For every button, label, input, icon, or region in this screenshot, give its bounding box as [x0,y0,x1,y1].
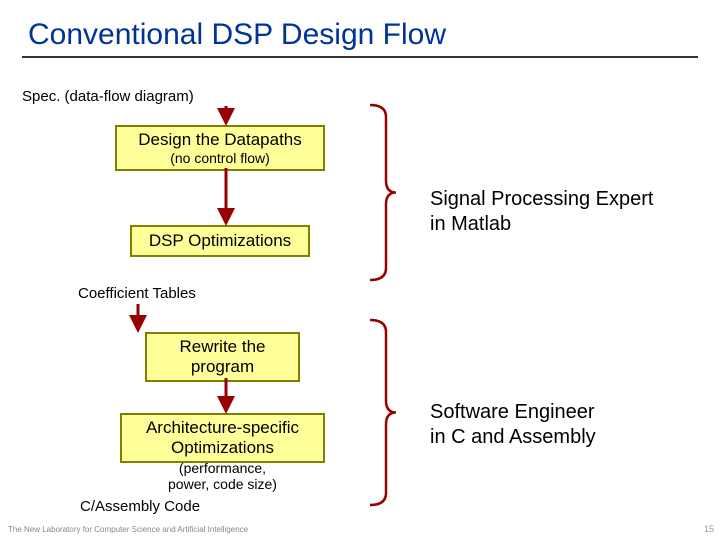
flowbox-subtitle: (no control flow) [125,150,315,166]
title-underline [22,56,698,58]
flowbox-dsp-optimizations: DSP Optimizations [130,225,310,257]
label-software-engineer: Software Engineerin C and Assembly [430,400,596,450]
flowbox-title: Design the Datapaths [125,130,315,150]
caption-c-assembly-code: C/Assembly Code [80,498,200,515]
label-signal-processing-expert: Signal Processing Expertin Matlab [430,187,653,237]
flowbox-design-datapaths: Design the Datapaths (no control flow) [115,125,325,171]
page-title: Conventional DSP Design Flow [0,0,720,56]
slide-number: 15 [704,524,714,534]
caption-performance: (performance,power, code size) [155,460,290,492]
flowbox-title: DSP Optimizations [149,231,291,251]
diagram-overlay [0,0,720,540]
footer-text: The New Laboratory for Computer Science … [8,525,248,534]
flowbox-rewrite-program: Rewrite theprogram [145,332,300,382]
flowbox-arch-specific-optimizations: Architecture-specificOptimizations [120,413,325,463]
flowbox-title: Architecture-specificOptimizations [130,418,315,458]
caption-coefficient-tables: Coefficient Tables [78,285,196,302]
flowbox-title: Rewrite theprogram [155,337,290,377]
spec-label: Spec. (data-flow diagram) [22,88,194,105]
